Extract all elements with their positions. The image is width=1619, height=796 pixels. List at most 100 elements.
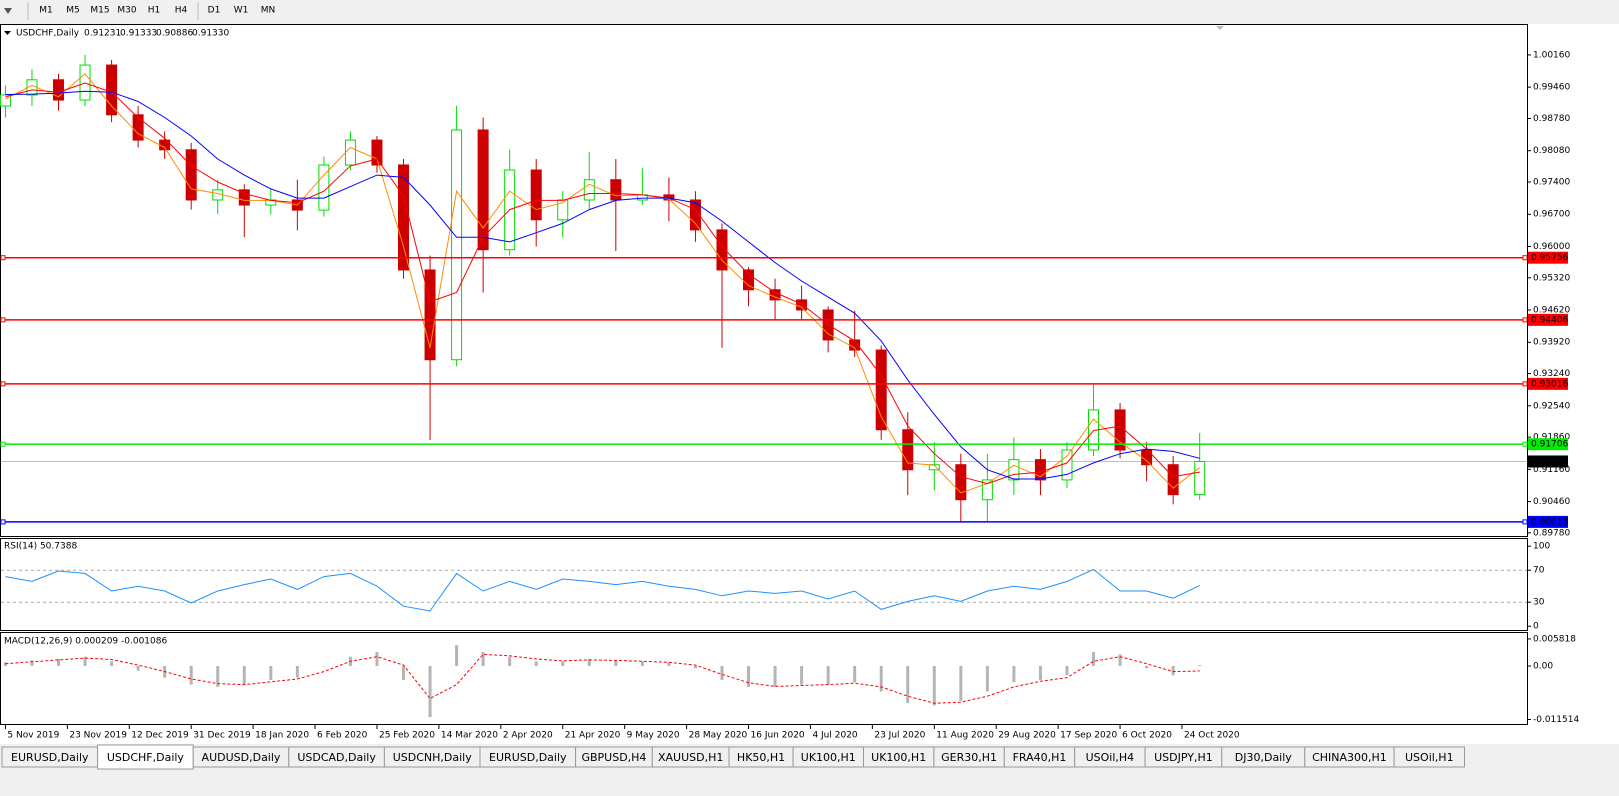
timeframe-button[interactable]: D1 <box>208 6 221 16</box>
y-tick-label: 0.91160 <box>1533 465 1570 475</box>
y-tick-label: 0 <box>1533 622 1539 632</box>
x-tick-label: 29 Aug 2020 <box>998 731 1056 741</box>
level-handle <box>0 255 6 261</box>
macd-bar <box>83 656 87 666</box>
x-tick-label: 18 Jan 2020 <box>255 731 309 741</box>
macd-bar <box>110 661 114 666</box>
level-label: 0.90018 <box>1531 517 1568 527</box>
timeframe-button[interactable]: M5 <box>66 6 80 16</box>
chart-title: USDCHF,Daily <box>16 29 80 39</box>
macd-bar <box>136 665 140 671</box>
macd-bar <box>879 665 883 692</box>
candle-body <box>318 164 330 211</box>
y-tick-label: 0.95320 <box>1533 273 1570 283</box>
tab-label[interactable]: DJ30,Daily <box>1235 751 1293 764</box>
timeframe-button[interactable]: M1 <box>39 6 53 16</box>
tab-label[interactable]: USDJPY,H1 <box>1154 751 1213 764</box>
panel-title: RSI(14) 50.7388 <box>4 542 77 552</box>
candle-body <box>1167 464 1179 496</box>
header-value: 0.91333 <box>120 29 157 39</box>
macd-bar <box>1198 665 1202 666</box>
candle-body <box>530 169 542 221</box>
y-tick-label: 0.98080 <box>1533 146 1570 156</box>
macd-bar <box>455 645 459 666</box>
y-tick-label: 0.99460 <box>1533 83 1570 93</box>
candle-body <box>875 349 887 431</box>
macd-bar <box>959 665 963 701</box>
tab-label[interactable]: FRA40,H1 <box>1013 751 1067 764</box>
candle-body <box>106 64 118 116</box>
x-tick-label: 16 Jun 2020 <box>751 731 805 741</box>
level-handle <box>0 381 6 387</box>
candle-body <box>185 149 197 201</box>
timeframe-button[interactable]: M15 <box>90 6 109 16</box>
macd-bar <box>826 665 830 685</box>
candle-body <box>902 429 914 471</box>
x-tick-label: 12 Dec 2019 <box>131 731 189 741</box>
last-price-label: 0.91330 <box>1531 457 1568 467</box>
header-icon <box>4 31 11 35</box>
macd-bar <box>667 662 671 666</box>
y-tick-label: 0.97400 <box>1533 178 1570 188</box>
shift-marker <box>1216 26 1224 30</box>
header-value: 0.91330 <box>192 29 229 39</box>
candle-body <box>477 129 489 251</box>
y-tick-label: 0.96000 <box>1533 242 1570 252</box>
macd-bar <box>534 661 538 666</box>
timeframe-button[interactable]: W1 <box>234 6 249 16</box>
x-tick-label: 9 May 2020 <box>627 731 680 741</box>
tab-label[interactable]: EURUSD,Daily <box>489 751 567 764</box>
candle-body <box>1194 460 1206 496</box>
candle-body <box>53 79 65 101</box>
price-label-box <box>1528 251 1568 264</box>
tab-label[interactable]: UK100,H1 <box>871 751 926 764</box>
level-label: 0.95756 <box>1531 253 1568 263</box>
macd-bar <box>587 659 591 666</box>
tab-label[interactable]: CHINA300,H1 <box>1312 751 1387 764</box>
macd-bar <box>614 660 618 666</box>
tab-label[interactable]: GER30,H1 <box>941 751 997 764</box>
tab-label[interactable]: EURUSD,Daily <box>11 751 89 764</box>
price-label-box <box>1528 515 1568 528</box>
timeframe-button[interactable]: H4 <box>175 6 188 16</box>
macd-bar <box>30 660 34 666</box>
candle-body <box>424 269 436 361</box>
macd-bar <box>1092 652 1096 666</box>
macd-bar <box>375 652 379 666</box>
tab-label[interactable]: USOil,H4 <box>1086 751 1135 764</box>
rsi-panel <box>0 538 1528 631</box>
candle-body <box>716 229 728 271</box>
candle-body <box>743 269 755 291</box>
panel-title: MACD(12,26,9) 0.000209 -0.001086 <box>4 637 167 647</box>
tab-label[interactable]: UK100,H1 <box>801 751 856 764</box>
macd-bar <box>985 665 989 692</box>
tab-label[interactable]: USDCHF,Daily <box>107 751 185 764</box>
tab[interactable] <box>1393 746 1465 768</box>
price-label-box <box>1528 377 1568 390</box>
macd-bar <box>932 665 936 706</box>
price-label-box <box>1528 455 1568 468</box>
tab-label[interactable]: USOil,H1 <box>1405 751 1454 764</box>
level-handle <box>1522 255 1528 261</box>
x-tick-label: 5 Nov 2019 <box>7 731 59 741</box>
timeframe-button[interactable]: M30 <box>117 6 136 16</box>
tab-label[interactable]: GBPUSD,H4 <box>581 751 646 764</box>
macd-bar <box>773 665 777 687</box>
timeframe-button[interactable]: MN <box>261 6 276 16</box>
timeframe-button[interactable]: H1 <box>148 6 161 16</box>
x-tick-label: 11 Aug 2020 <box>936 731 994 741</box>
tab-label[interactable]: AUDUSD,Daily <box>202 751 281 764</box>
tab-label[interactable]: HK50,H1 <box>737 751 785 764</box>
level-handle <box>0 441 6 447</box>
tab-label[interactable]: XAUUSD,H1 <box>658 751 723 764</box>
macd-bar <box>295 665 299 678</box>
y-tick-label: -0.011514 <box>1533 715 1579 725</box>
level-handle <box>0 519 6 525</box>
tab-label[interactable]: USDCNH,Daily <box>393 751 473 764</box>
x-tick-label: 23 Nov 2019 <box>69 731 127 741</box>
macd-bar <box>3 662 7 666</box>
signal-line <box>5 653 1200 704</box>
tab-label[interactable]: USDCAD,Daily <box>297 751 376 764</box>
y-tick-label: 30 <box>1533 598 1545 608</box>
